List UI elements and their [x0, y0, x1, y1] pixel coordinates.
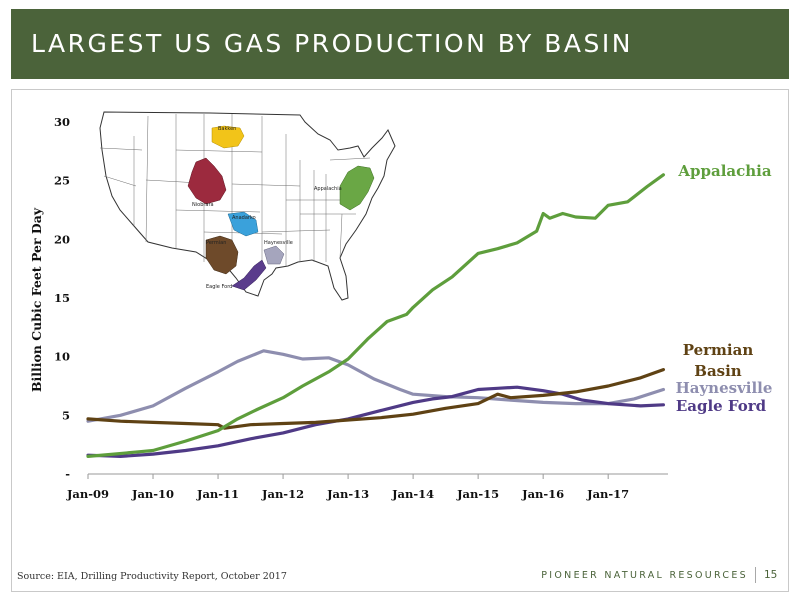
title-bar: LARGEST US GAS PRODUCTION BY BASIN [11, 9, 789, 79]
x-tick-label: Jan-11 [196, 487, 239, 501]
x-tick-label: Jan-15 [456, 487, 499, 501]
permian-basin [205, 235, 239, 275]
y-axis-title: Billion Cubic Feet Per Day [29, 207, 44, 392]
appalachia-basin [339, 165, 375, 211]
y-tick-label: - [65, 467, 70, 481]
us-basin-map: Bakken Niobrara Anadarko Permian Haynesv… [99, 111, 396, 301]
y-tick-label: 15 [54, 291, 70, 305]
series-line-permian [86, 368, 665, 430]
chart-frame [11, 89, 789, 592]
us-map-outline [99, 111, 396, 301]
series-label-permian: Permian [683, 341, 754, 359]
y-tick-label: 25 [54, 174, 70, 188]
y-tick-label: 10 [54, 350, 70, 364]
page-number: 15 [764, 569, 778, 581]
x-tick-label: Jan-14 [391, 487, 434, 501]
map-label-bakken: Bakken [218, 126, 236, 132]
series-line-eagle-ford [86, 385, 665, 458]
y-tick-label: 20 [54, 232, 70, 246]
source-note: Source: EIA, Drilling Productivity Repor… [17, 571, 287, 582]
map-label-appalachia: Appalachia [314, 186, 342, 192]
x-tick-label: Jan-09 [66, 487, 109, 501]
series-label-haynesville: Haynesville [676, 379, 773, 397]
series-line-haynesville [86, 349, 665, 423]
x-tick-label: Jan-13 [326, 487, 369, 501]
series-label-eagle-ford: Eagle Ford [676, 397, 767, 415]
x-tick-label: Jan-16 [521, 487, 564, 501]
series-label-permian: Basin [694, 362, 742, 380]
eagleford-basin [231, 259, 267, 291]
chart-series [86, 173, 665, 458]
y-tick-label: 5 [62, 408, 70, 422]
map-label-haynesville: Haynesville [264, 240, 293, 246]
series-line-appalachia [86, 173, 665, 458]
footer-separator [755, 567, 756, 583]
company-name: PIONEER NATURAL RESOURCES [541, 570, 748, 581]
map-label-anadarko: Anadarko [232, 215, 256, 221]
map-label-permian: Permian [206, 240, 226, 246]
state-borders [99, 114, 371, 268]
map-label-niobrara: Niobrara [192, 202, 214, 208]
chart-axes: - 5 10 15 20 25 30 Jan-09 Jan-10 Jan-11 Jan-12 Jan-… [54, 115, 668, 501]
anadarko-basin [227, 211, 259, 237]
x-tick-label: Jan-17 [586, 487, 629, 501]
x-tick-label: Jan-10 [131, 487, 174, 501]
bakken-basin [211, 125, 245, 149]
niobrara-basin [187, 157, 227, 205]
haynesville-basin [263, 245, 285, 265]
map-label-eagleford: Eagle Ford [206, 284, 232, 290]
x-tick-label: Jan-12 [261, 487, 304, 501]
y-tick-label: 30 [54, 115, 70, 129]
series-label-appalachia: Appalachia [677, 162, 771, 180]
slide-title: LARGEST US GAS PRODUCTION BY BASIN [31, 29, 633, 58]
